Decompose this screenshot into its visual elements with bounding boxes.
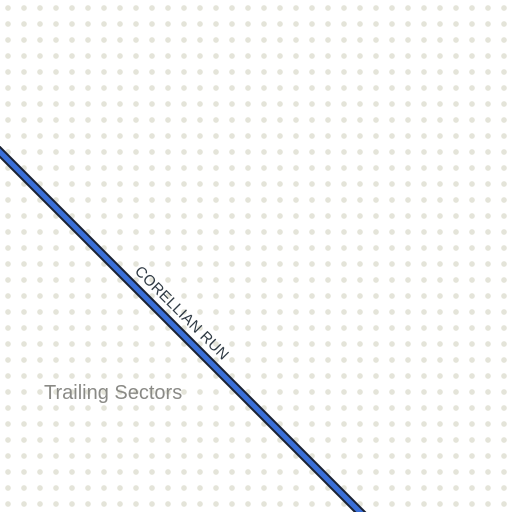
route-label: CORELLIAN RUN (131, 263, 232, 364)
route-label-text: CORELLIAN RUN (131, 263, 232, 364)
region-label: Trailing Sectors (44, 382, 183, 404)
